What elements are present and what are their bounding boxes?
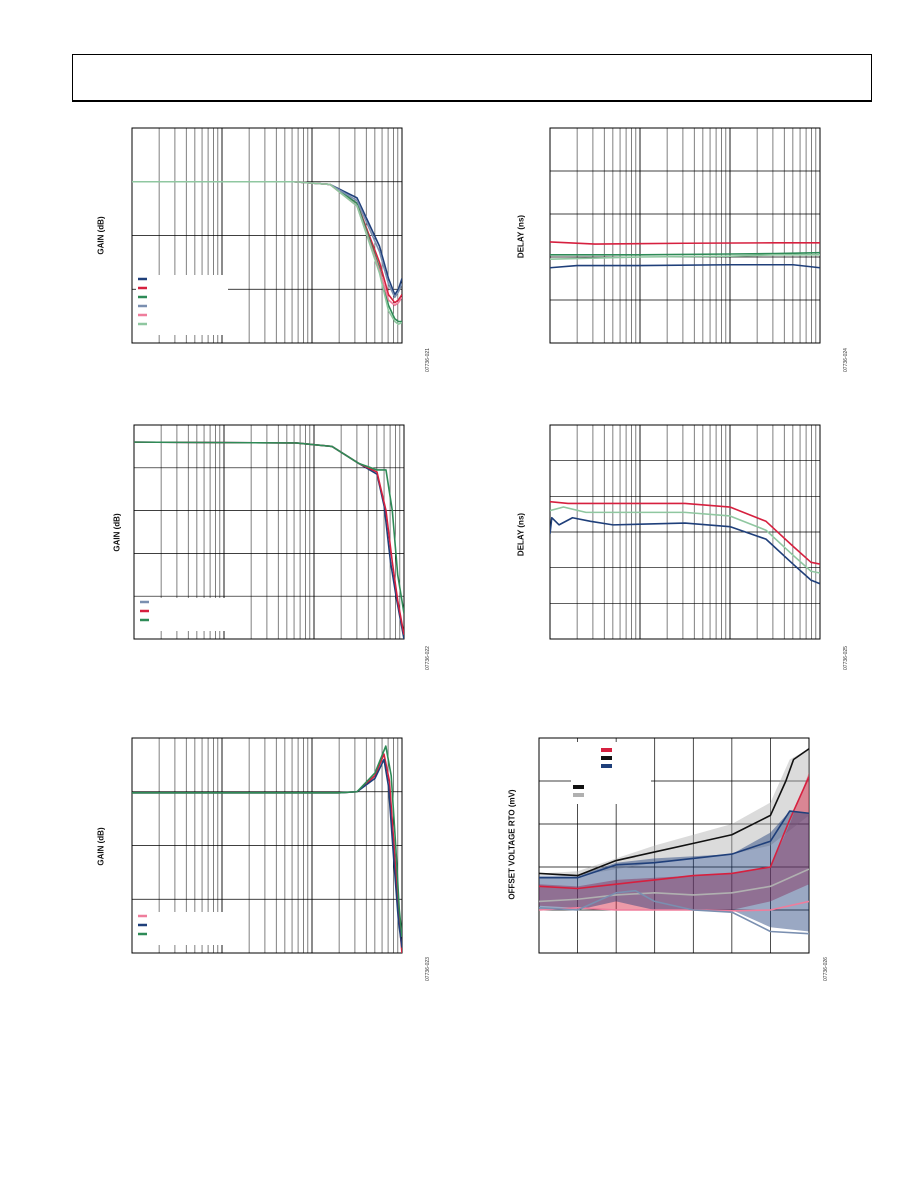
- plot-frame: [549, 424, 821, 640]
- legend-swatch: [601, 764, 612, 768]
- ylabel-fig21: GAIN (dB): [96, 216, 106, 255]
- legend-swatch: [601, 748, 612, 752]
- series-line: [132, 180, 402, 296]
- series-line: [132, 180, 402, 299]
- series-line: [550, 241, 820, 245]
- plot-frame: [538, 737, 810, 954]
- ylabel-fig25: DELAY (ns): [516, 512, 526, 557]
- series-line: [539, 868, 809, 903]
- series-line: [132, 745, 402, 937]
- ylabel-fig22: GAIN (dB): [112, 513, 122, 552]
- series-line: [550, 263, 820, 269]
- series-line: [132, 180, 402, 323]
- plot-frame: [131, 127, 403, 344]
- legend-box: [571, 742, 651, 804]
- ylabel-fig24: DELAY (ns): [516, 214, 526, 259]
- ylabel-fig23: GAIN (dB): [96, 827, 106, 866]
- page-header-box: [72, 54, 872, 102]
- series-line: [132, 753, 402, 953]
- plot-area: [550, 500, 820, 585]
- legend-box: [138, 598, 230, 631]
- ylabel-fig26: OFFSET VOLTAGE RTO (mV): [507, 789, 517, 900]
- legend-swatch: [573, 785, 584, 789]
- plot-area: [134, 441, 404, 639]
- figure-id-fig25: 07736-025: [843, 646, 849, 670]
- series-line: [539, 900, 809, 912]
- series-line: [132, 180, 402, 325]
- series-line: [132, 758, 402, 948]
- series-line: [550, 500, 820, 565]
- plot-frame: [131, 737, 403, 954]
- figure-id-fig26: 07736-026: [823, 957, 829, 981]
- series-line: [132, 180, 402, 304]
- series-band: [539, 811, 809, 932]
- series-line: [132, 180, 402, 307]
- figure-id-fig24: 07736-024: [843, 348, 849, 372]
- series-line: [550, 254, 820, 260]
- figure-id-fig21: 07736-021: [425, 348, 431, 372]
- legend-swatch: [573, 793, 584, 797]
- series-line: [134, 441, 404, 635]
- plot-area: [132, 745, 402, 953]
- plot-area: [539, 742, 809, 935]
- series-line: [550, 506, 820, 574]
- series-band: [539, 748, 809, 876]
- series-line: [539, 776, 809, 890]
- legend-box: [136, 275, 228, 335]
- plot-area: [550, 241, 820, 269]
- series-line: [134, 441, 404, 639]
- series-line: [539, 810, 809, 879]
- legend-box: [136, 912, 228, 945]
- series-line: [539, 748, 809, 877]
- series-line: [550, 516, 820, 585]
- plot-area: [132, 180, 402, 335]
- plot-frame: [133, 424, 405, 640]
- series-line: [134, 441, 404, 614]
- figure-id-fig23: 07736-023: [425, 957, 431, 981]
- series-line: [539, 889, 809, 935]
- series-line: [550, 251, 820, 256]
- figure-id-fig22: 07736-022: [425, 646, 431, 670]
- plot-frame: [549, 127, 821, 344]
- series-band: [539, 772, 809, 910]
- legend-swatch: [601, 756, 612, 760]
